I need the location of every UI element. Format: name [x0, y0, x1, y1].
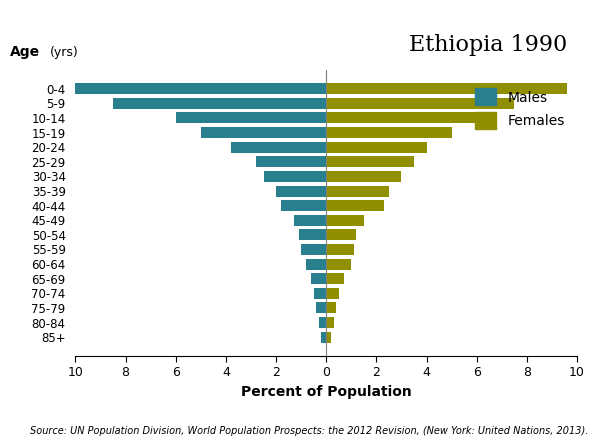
Bar [326, 127, 452, 138]
Bar [326, 113, 477, 124]
Bar [326, 200, 384, 211]
Text: Age: Age [10, 45, 40, 59]
Bar [326, 156, 414, 167]
Bar [326, 171, 401, 182]
Bar [319, 317, 326, 328]
Bar [321, 332, 326, 343]
Bar [256, 156, 326, 167]
Bar [326, 332, 331, 343]
Bar [326, 288, 339, 299]
X-axis label: Percent of Population: Percent of Population [241, 385, 412, 399]
Bar [176, 113, 326, 124]
Bar [70, 83, 326, 94]
Bar [326, 302, 336, 313]
Bar [326, 229, 356, 240]
Text: (yrs): (yrs) [50, 46, 79, 59]
Bar [263, 171, 326, 182]
Text: Ethiopia 1990: Ethiopia 1990 [409, 34, 567, 56]
Bar [326, 98, 514, 109]
Bar [316, 302, 326, 313]
Text: Source: UN Population Division, World Population Prospects: the 2012 Revision, (: Source: UN Population Division, World Po… [30, 425, 589, 436]
Bar [326, 273, 344, 284]
Bar [326, 317, 334, 328]
Bar [314, 288, 326, 299]
Bar [299, 229, 326, 240]
Bar [231, 142, 326, 153]
Bar [326, 244, 354, 255]
Bar [326, 142, 427, 153]
Bar [326, 186, 389, 197]
Bar [301, 244, 326, 255]
Bar [281, 200, 326, 211]
Bar [326, 215, 364, 226]
Bar [306, 259, 326, 270]
Bar [311, 273, 326, 284]
Legend: Males, Females: Males, Females [470, 83, 570, 135]
Bar [201, 127, 326, 138]
Bar [113, 98, 326, 109]
Bar [326, 259, 352, 270]
Bar [276, 186, 326, 197]
Bar [326, 83, 567, 94]
Bar [293, 215, 326, 226]
